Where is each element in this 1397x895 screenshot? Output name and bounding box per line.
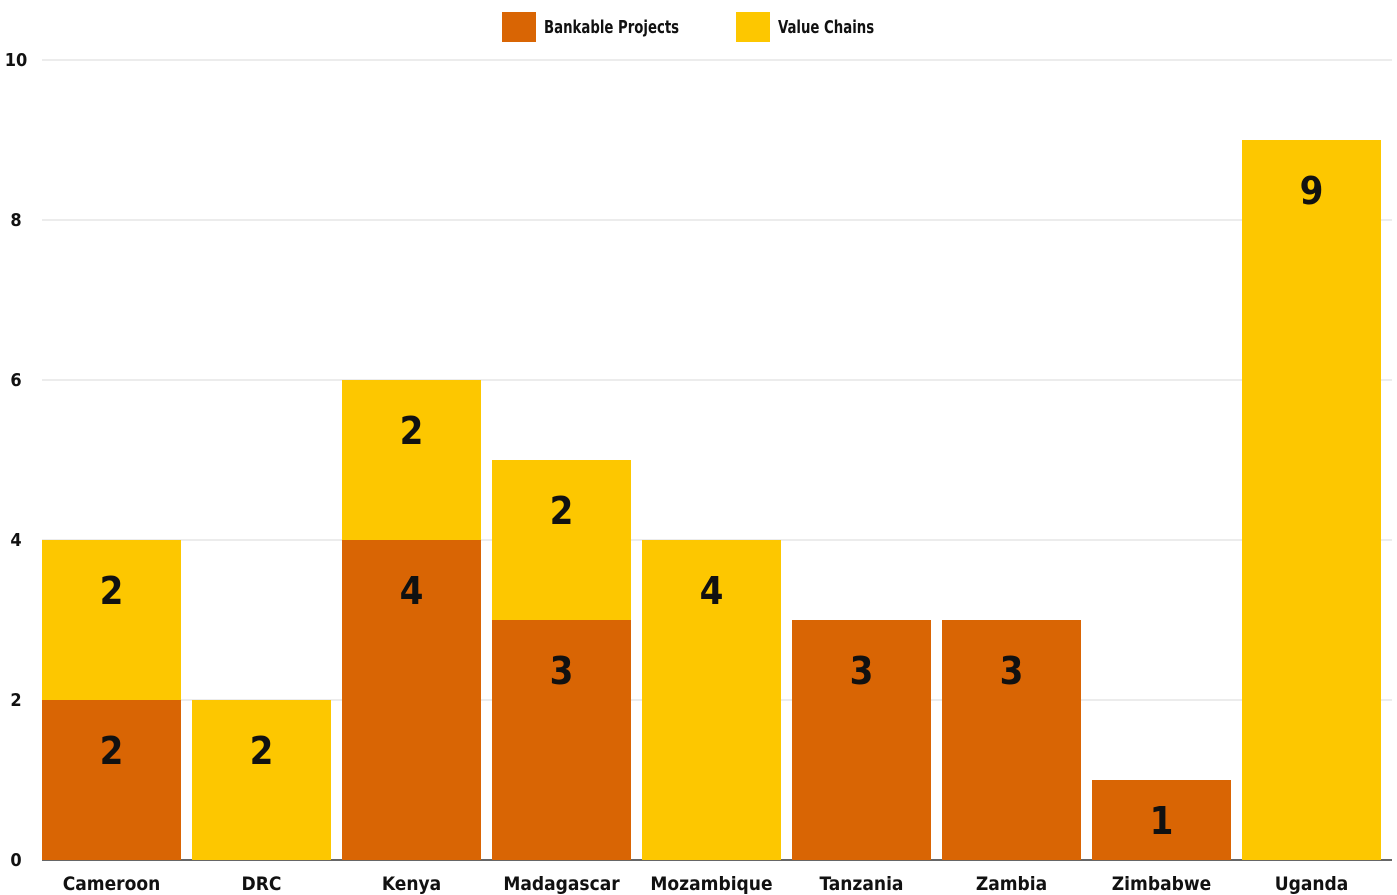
x-tick-label: DRC: [242, 873, 282, 895]
y-tick-label: 4: [10, 530, 21, 551]
data-label: 2: [100, 569, 124, 613]
x-tick-label: Zambia: [976, 873, 1047, 895]
x-tick-label: Uganda: [1275, 873, 1349, 895]
bar-mozambique-value-chains: [642, 540, 781, 860]
data-label: 1: [1150, 799, 1174, 843]
data-label: 4: [700, 569, 724, 613]
legend-label-value-chains: Value Chains: [778, 16, 875, 38]
bar-zambia-bankable-projects: [942, 620, 1081, 860]
bars: [42, 140, 1381, 860]
bar-kenya-bankable-projects: [342, 540, 481, 860]
bar-zimbabwe-bankable-projects: [1092, 780, 1231, 860]
legend-label-bankable-projects: Bankable Projects: [543, 16, 679, 38]
data-label: 3: [550, 649, 574, 693]
legend-item-value-chains: Value Chains: [736, 12, 895, 42]
data-label: 4: [400, 569, 424, 613]
legend-swatch-value-chains: [736, 12, 771, 42]
bar-uganda-value-chains: [1242, 140, 1381, 860]
x-tick-label: Madagascar: [503, 873, 620, 895]
legend: Bankable Projects Value Chains: [0, 12, 1397, 42]
y-tick-label: 2: [10, 690, 21, 711]
bar-madagascar-bankable-projects: [492, 620, 631, 860]
legend-item-bankable-projects: Bankable Projects: [501, 12, 709, 42]
data-label: 2: [250, 729, 274, 773]
x-tick-label: Zimbabwe: [1112, 873, 1211, 895]
data-label: 3: [850, 649, 874, 693]
y-axis: 0 2 4 6 8 10: [5, 50, 28, 871]
bar-tanzania-bankable-projects: [792, 620, 931, 860]
bar-kenya-value-chains: [342, 380, 481, 540]
x-tick-label: Cameroon: [63, 873, 161, 895]
data-labels: 2 2 2 4 2 3 2 4 3 3 1 9: [100, 169, 1324, 843]
data-label: 2: [400, 409, 424, 453]
data-label: 9: [1300, 169, 1324, 213]
y-tick-label: 10: [5, 50, 28, 71]
x-tick-label: Kenya: [382, 873, 441, 895]
x-tick-label: Tanzania: [820, 873, 904, 895]
data-label: 2: [550, 489, 574, 533]
x-axis: Cameroon DRC Kenya Madagascar Mozambique Tanz…: [63, 873, 1349, 895]
y-tick-label: 6: [10, 370, 21, 391]
bar-drc-value-chains: [192, 700, 331, 860]
bar-cameroon-value-chains: [42, 540, 181, 700]
bar-madagascar-value-chains: [492, 460, 631, 620]
x-tick-label: Mozambique: [650, 873, 772, 895]
data-label: 2: [100, 729, 124, 773]
y-tick-label: 0: [10, 850, 21, 871]
bar-cameroon-bankable-projects: [42, 700, 181, 860]
y-tick-label: 8: [10, 210, 21, 231]
legend-swatch-bankable-projects: [501, 12, 536, 42]
data-label: 3: [1000, 649, 1024, 693]
